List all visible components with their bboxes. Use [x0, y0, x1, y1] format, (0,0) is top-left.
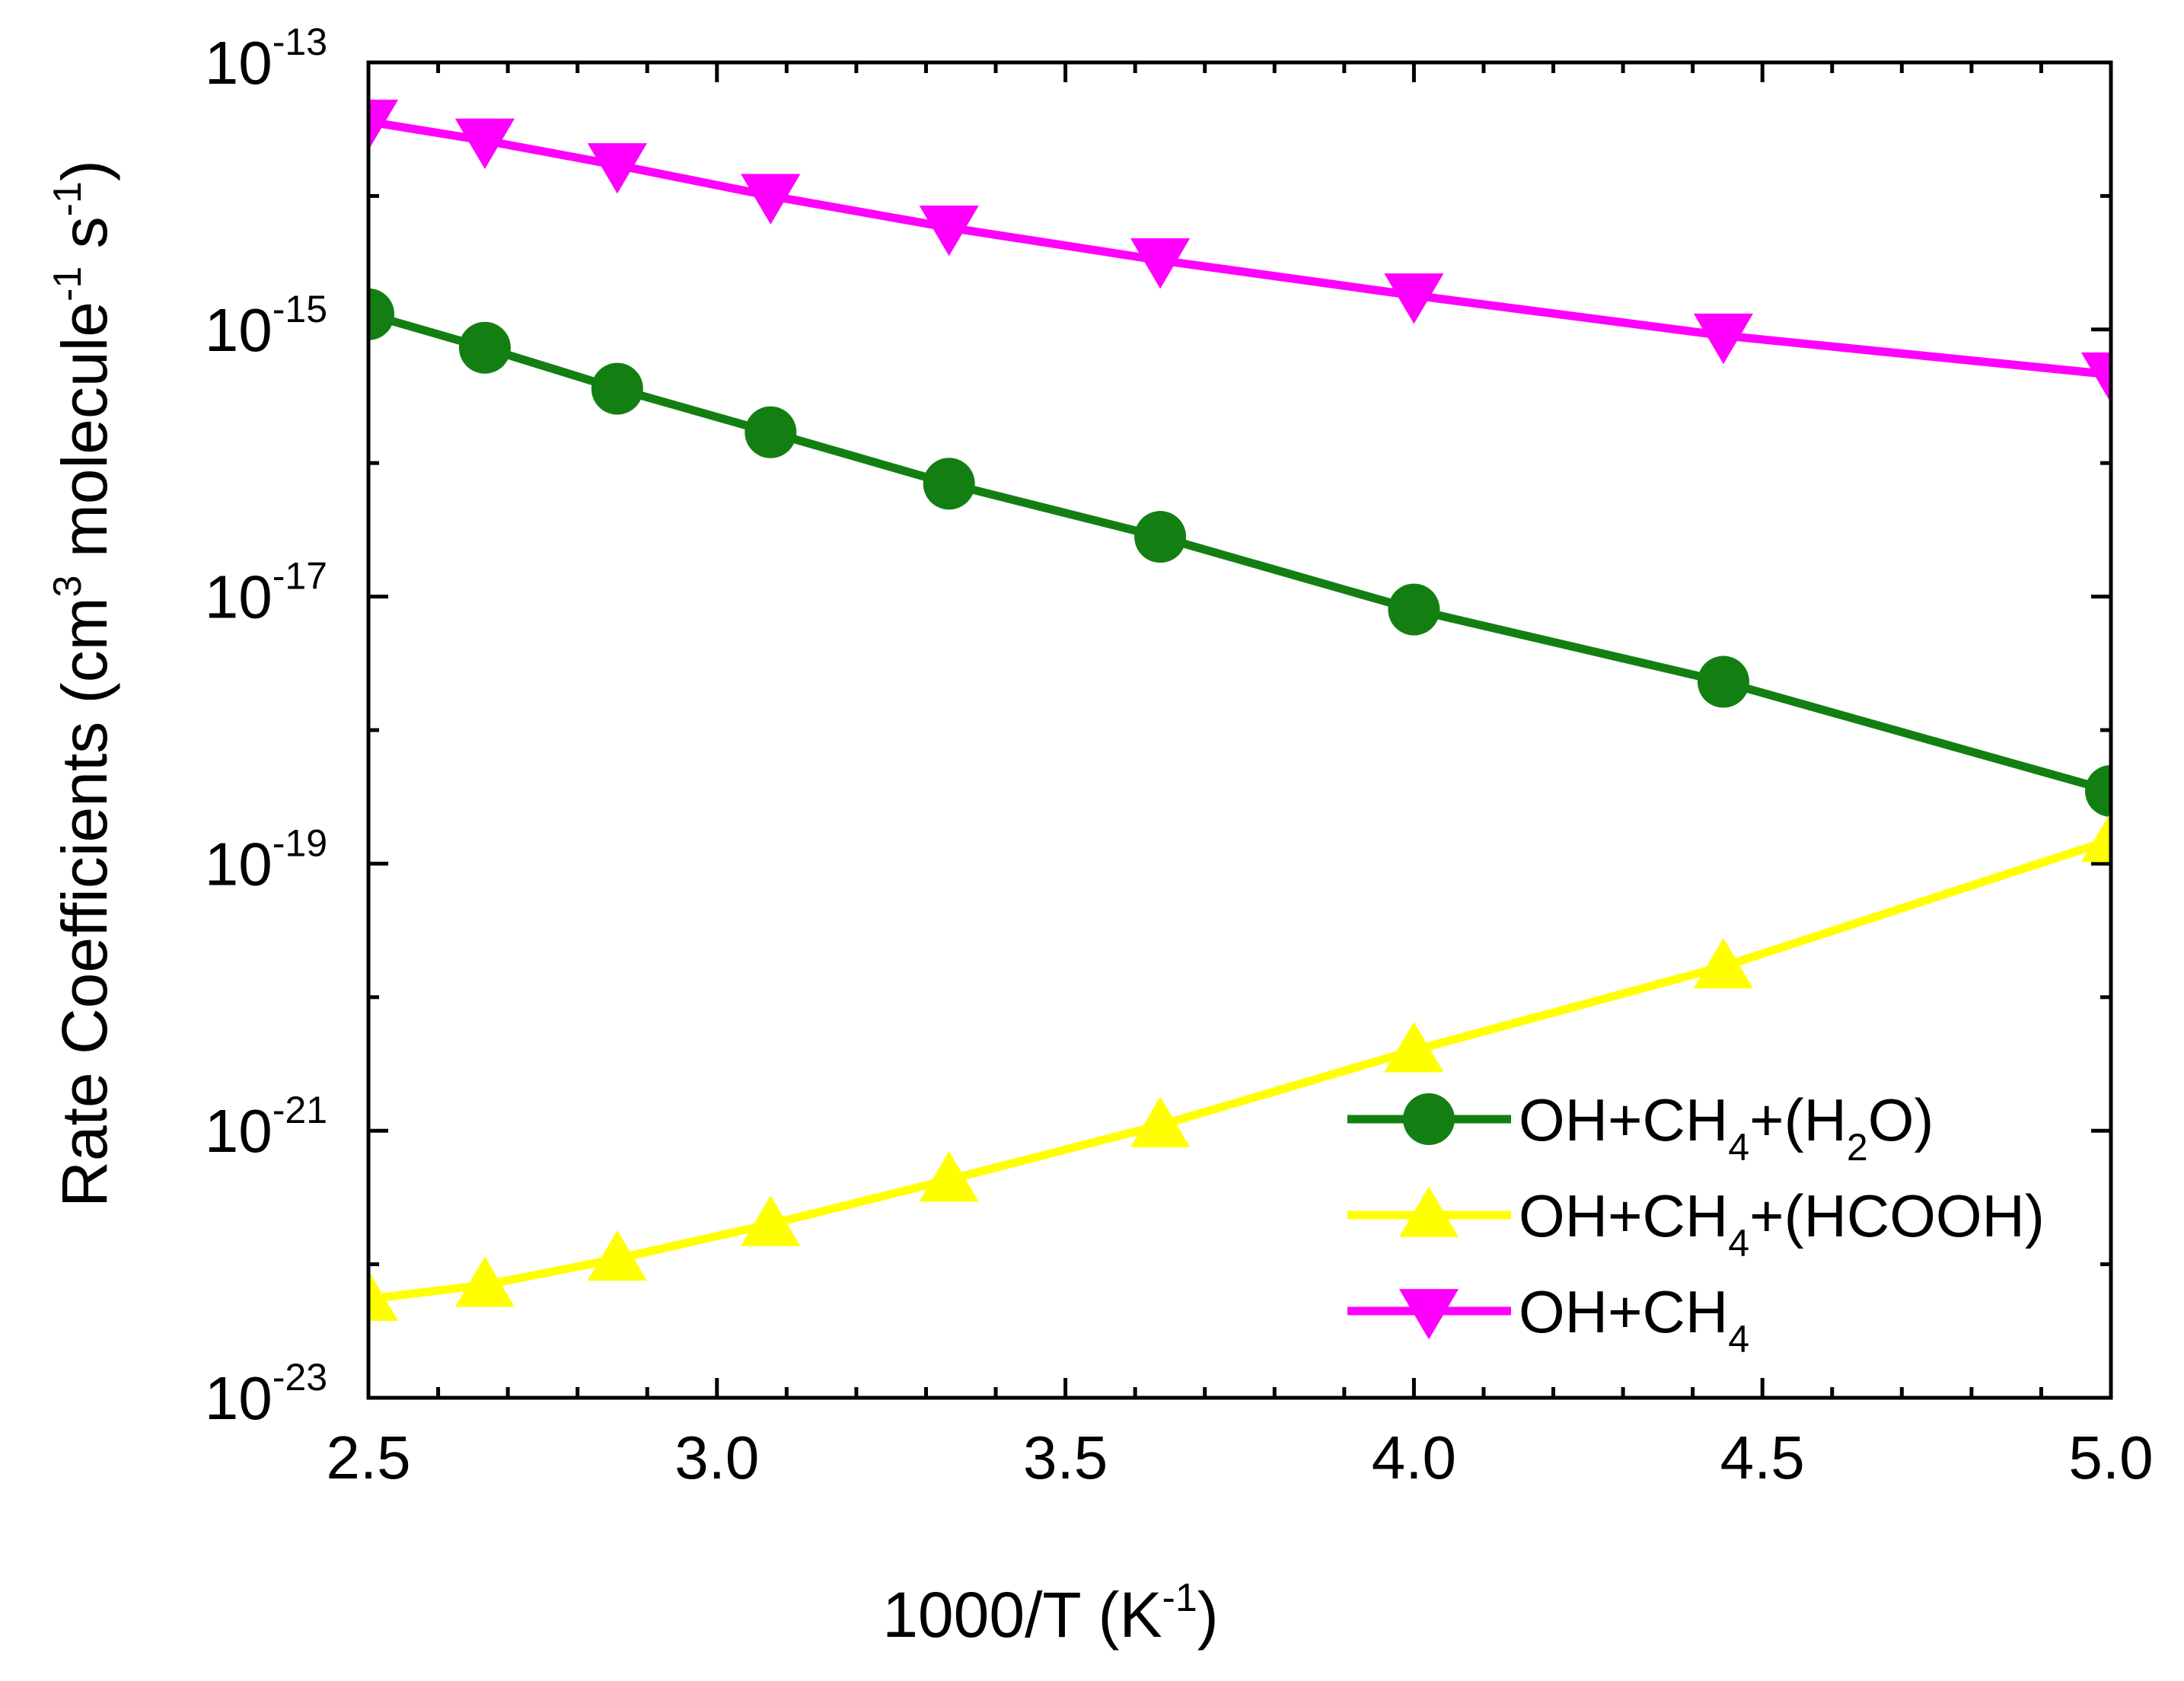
data-point [1130, 238, 1191, 289]
x-tick-label: 3.5 [1023, 1424, 1108, 1491]
data-point [919, 205, 979, 257]
x-axis-label: 1000/T (K-1) [882, 1576, 1219, 1651]
legend-item: OH+CH4+(H2O) [1347, 1086, 1934, 1169]
data-point [2080, 352, 2111, 404]
data-point [368, 99, 399, 151]
data-point [2080, 812, 2111, 863]
series-2 [368, 99, 2111, 404]
y-tick-labels: 10-13 10-15 10-17 10-19 10-21 10-23 [205, 21, 327, 1432]
data-point [741, 1195, 801, 1246]
data-point [1697, 655, 1749, 708]
data-point [1130, 1096, 1191, 1147]
x-tick-label: 4.0 [1372, 1424, 1456, 1491]
legend-marker [1398, 1186, 1459, 1237]
data-point [587, 143, 647, 194]
series-1 [368, 812, 2111, 1322]
data-point [454, 1256, 515, 1307]
data-point [923, 458, 975, 510]
y-tick-label: 10-15 [205, 288, 327, 364]
data-point [1384, 1022, 1444, 1073]
data-point [1388, 583, 1440, 636]
plot-frame [366, 60, 2113, 1400]
x-tick-label: 4.5 [1720, 1424, 1805, 1491]
x-tick-labels: 2.5 3.0 3.5 4.0 4.5 5.0 [326, 1424, 2153, 1491]
legend-label: OH+CH4+(H2O) [1519, 1086, 1934, 1169]
data-point [368, 1270, 399, 1322]
data-point [587, 1230, 647, 1281]
data-point [368, 288, 394, 340]
legend-item: OH+CH4 [1347, 1278, 1749, 1360]
y-tick-label: 10-21 [205, 1089, 327, 1165]
x-tick-label: 5.0 [2068, 1424, 2153, 1491]
legend-label: OH+CH4+(HCOOH) [1519, 1182, 2045, 1265]
x-tick-label: 3.0 [674, 1424, 759, 1491]
data-point [1384, 273, 1444, 324]
data-point [458, 321, 511, 374]
legend: OH+CH4+(H2O) OH+CH4+(HCOOH) OH+CH4 [1347, 1086, 2045, 1360]
data-series [368, 99, 2111, 1322]
legend-marker [1398, 1289, 1459, 1340]
legend-marker [1403, 1093, 1455, 1145]
data-point [454, 118, 515, 170]
data-point [741, 174, 801, 225]
legend-label: OH+CH4 [1519, 1278, 1749, 1360]
x-tick-label: 2.5 [326, 1424, 410, 1491]
series-0 [368, 288, 2111, 817]
y-axis-label: Rate Coefficients (cm3 molecule-1 s-1) [46, 160, 120, 1207]
data-point [2085, 764, 2111, 817]
y-tick-label: 10-23 [205, 1356, 327, 1432]
data-point [1693, 937, 1754, 989]
y-tick-label: 10-17 [205, 555, 327, 631]
y-tick-label: 10-13 [205, 21, 327, 97]
data-point [1693, 313, 1754, 365]
y-tick-label: 10-19 [205, 821, 327, 898]
data-point [591, 362, 643, 415]
data-point [1134, 511, 1187, 563]
data-point [919, 1151, 979, 1202]
legend-item: OH+CH4+(HCOOH) [1347, 1182, 2045, 1265]
data-point [744, 406, 797, 458]
